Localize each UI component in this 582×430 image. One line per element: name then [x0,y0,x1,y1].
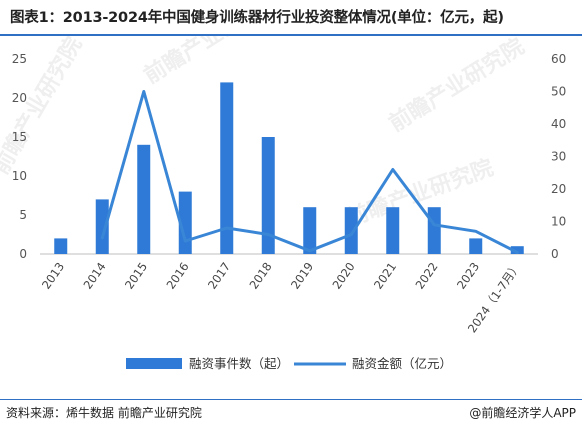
legend-bar-swatch [126,358,182,369]
bar [54,238,68,254]
bar [137,144,151,254]
y-right-tick-label: 60 [551,52,566,66]
x-tick-label: 2020 [329,260,357,292]
x-tick-label: 2013 [39,260,67,292]
x-tick-label: 2015 [122,260,150,292]
legend-bar-label: 融资事件数（起） [189,356,289,371]
chart-title: 图表1：2013-2024年中国健身训练器材行业投资整体情况(单位：亿元，起) [10,10,504,26]
y-left-tick-label: 0 [19,247,27,261]
y-right-tick-label: 0 [551,247,559,261]
x-tick-label: 2023 [454,260,482,292]
title-divider [0,34,582,36]
x-tick-label: 2021 [371,260,399,292]
bar [386,207,400,254]
y-right-tick-label: 10 [551,215,566,229]
x-tick-label: 2018 [246,260,274,292]
y-right-tick-label: 30 [551,150,566,164]
bar [510,246,524,254]
y-right-tick-label: 40 [551,117,566,131]
legend-line-label: 融资金额（亿元） [352,356,452,371]
watermark-text: 前瞻产业研究院 [343,155,497,232]
y-right-tick-label: 20 [551,182,566,196]
bar [344,207,358,254]
watermark-text: 前瞻产业研究院 [139,36,283,89]
y-left-tick-label: 20 [12,91,27,105]
bar [220,82,234,255]
y-left-tick-label: 25 [12,52,27,66]
bar [427,207,441,254]
x-tick-label: 2014 [80,260,108,292]
y-left-tick-label: 5 [19,208,27,222]
y-left-tick-label: 15 [12,130,27,144]
bar [178,191,192,254]
y-left-tick-label: 10 [12,169,27,183]
x-tick-label: 2017 [205,260,233,292]
footer-divider [0,399,582,400]
credit-note: @前瞻经济学人APP [469,406,576,420]
y-right-tick-label: 50 [551,85,566,99]
x-tick-label: 2022 [412,260,440,292]
bar [95,199,109,254]
combo-chart: 前瞻产业研究院 前瞻产业研究院前瞻产业研究院前瞻产业研究院051015202501… [0,36,566,371]
source-note: 资料来源：烯牛数据 前瞻产业研究院 [6,406,202,420]
bar [303,207,317,254]
x-tick-label: 2016 [163,260,191,292]
watermark-text: 前瞻产业研究院 [384,36,528,137]
bar [261,137,275,254]
x-tick-label: 2019 [288,260,316,292]
bar [469,238,483,254]
